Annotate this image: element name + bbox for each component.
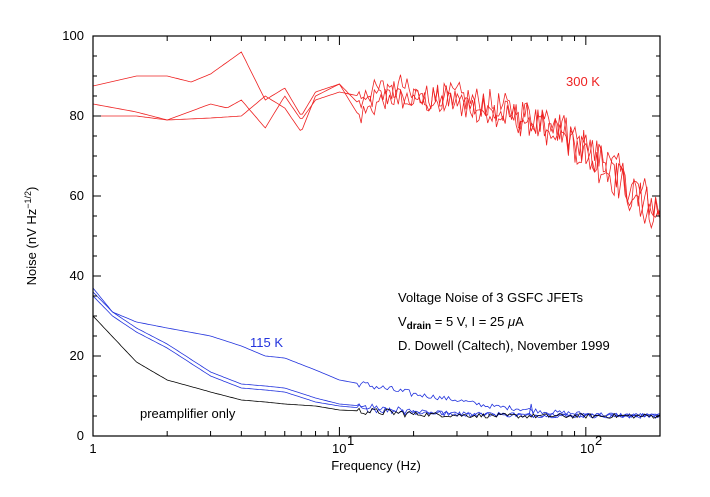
vdrain-sub: drain xyxy=(407,321,431,332)
x-tick-label: 10 xyxy=(332,441,346,456)
y-tick-label: 0 xyxy=(77,428,84,443)
y-tick-labels: 0 20 40 60 80 100 xyxy=(62,28,84,443)
vdrain-unit: A xyxy=(515,314,524,329)
label-115k: 115 K xyxy=(250,335,283,350)
y-tick-label: 100 xyxy=(62,28,84,43)
y-axis-title: Noise (nV Hz−1/2) xyxy=(23,187,39,286)
vdrain-rest: = 5 V, I = 25 xyxy=(431,314,508,329)
series-spike-60hz xyxy=(528,403,534,415)
series-line-blue xyxy=(92,291,661,419)
y-axis-title-sup: −1/2 xyxy=(23,191,33,209)
y-tick-label: 60 xyxy=(70,188,84,203)
series-line-blue xyxy=(92,295,661,419)
series-line-black xyxy=(92,315,661,419)
series-layer xyxy=(92,51,661,420)
y-axis-title-close: ) xyxy=(24,187,39,191)
x-tick-exponent: 2 xyxy=(595,433,602,448)
series-line-blue xyxy=(92,287,661,420)
series-line-red xyxy=(92,51,661,216)
label-300k: 300 K xyxy=(566,74,600,89)
annotation-credit: D. Dowell (Caltech), November 1999 xyxy=(398,338,610,353)
ticks-layer xyxy=(92,35,661,437)
x-tick-labels: 1 10 1 10 2 xyxy=(89,433,602,456)
plot-frame xyxy=(92,35,661,437)
annotation-vdrain: Vdrain = 5 V, I = 25 μA xyxy=(398,314,524,332)
annotation-title: Voltage Noise of 3 GSFC JFETs xyxy=(398,290,583,305)
series-line-red xyxy=(92,78,661,230)
x-tick-label: 1 xyxy=(89,441,96,456)
vdrain-v: V xyxy=(398,314,407,329)
y-tick-label: 80 xyxy=(70,108,84,123)
y-tick-label: 20 xyxy=(70,348,84,363)
y-tick-label: 40 xyxy=(70,268,84,283)
vdrain-mu: μ xyxy=(507,314,515,329)
x-tick-exponent: 1 xyxy=(347,433,354,448)
x-tick-label: 10 xyxy=(580,441,594,456)
series-line-red xyxy=(93,74,661,224)
label-preamp: preamplifier only xyxy=(140,406,236,421)
x-axis-title: Frequency (Hz) xyxy=(331,458,421,473)
y-axis-title-main: Noise (nV Hz xyxy=(24,209,39,286)
